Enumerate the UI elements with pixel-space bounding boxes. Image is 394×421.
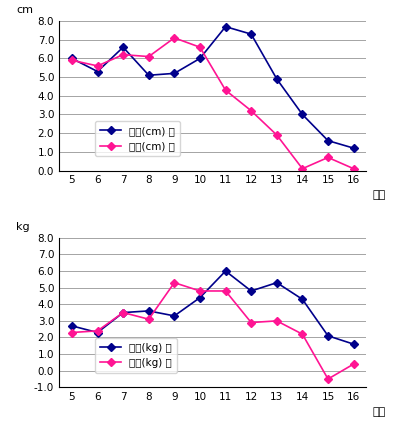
Text: cm: cm — [16, 5, 33, 15]
Legend: 体重(kg) 男, 体重(kg) 女: 体重(kg) 男, 体重(kg) 女 — [95, 338, 177, 373]
Legend: 身長(cm) 男, 身長(cm) 女: 身長(cm) 男, 身長(cm) 女 — [95, 121, 180, 156]
Text: 歳時: 歳時 — [373, 407, 386, 417]
Text: 歳時: 歳時 — [373, 190, 386, 200]
Text: kg: kg — [16, 222, 30, 232]
